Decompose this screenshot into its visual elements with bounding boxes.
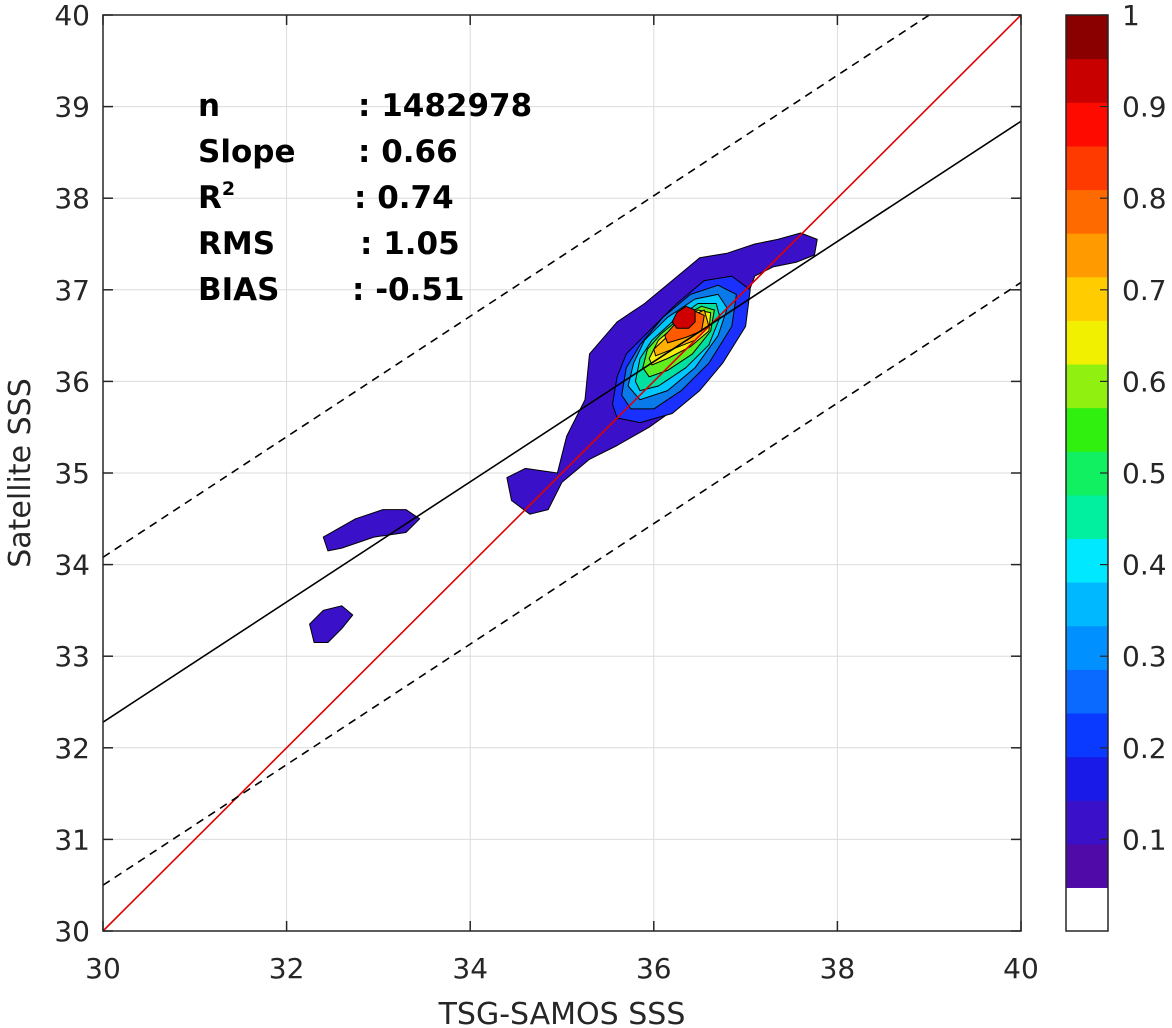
colorbar-band-0	[1066, 887, 1108, 932]
colorbar-tick-label: 0.8	[1122, 182, 1167, 215]
colorbar-band-1	[1066, 843, 1108, 888]
colorbar-band-3	[1066, 756, 1108, 801]
line-regression-fit	[102, 120, 1022, 723]
x-axis-label: TSG-SAMOS SSS	[438, 997, 686, 1028]
line-one-to-one	[102, 14, 1022, 932]
colorbar-band-9	[1066, 494, 1108, 540]
density-contours	[309, 232, 818, 643]
colorbar-band-14	[1066, 276, 1108, 321]
y-axis-label: Satellite SSS	[3, 378, 38, 568]
colorbar-band-18	[1066, 102, 1108, 147]
colorbar: 0.1 0.2 0.3 0.4 0.5 0.6 0.7 0.8 0.9 1	[1065, 0, 1167, 932]
stat-label: n	[198, 88, 220, 124]
colorbar-band-12	[1066, 363, 1108, 409]
y-tick-label: 39	[54, 91, 90, 124]
colorbar-band-16	[1066, 189, 1108, 234]
contour-region-1	[322, 509, 421, 552]
stat-label: Slope	[198, 134, 295, 170]
colorbar-tick-label: 0.1	[1122, 823, 1167, 856]
colorbar-band-4	[1066, 712, 1108, 758]
y-tick-label: 37	[54, 274, 90, 307]
colorbar-band-6	[1066, 625, 1108, 670]
stat-label: R2	[198, 178, 235, 216]
colorbar-tick-label: 0.5	[1122, 457, 1167, 490]
colorbar-tick-label: 0.7	[1122, 274, 1167, 307]
colorbar-band-15	[1066, 233, 1108, 278]
colorbar-band-13	[1066, 320, 1108, 365]
colorbar-band-20	[1066, 15, 1108, 60]
x-tick-label: 40	[1003, 952, 1039, 985]
y-tick-label: 32	[54, 732, 90, 765]
colorbar-band-5	[1066, 669, 1108, 714]
stat-value: : 0.74	[354, 180, 454, 216]
colorbar-tick-label: 1	[1122, 0, 1140, 32]
y-tick-label: 40	[54, 0, 90, 32]
colorbar-tick-label: 0.9	[1122, 91, 1167, 124]
axis-ticks: 30 32 34 36 38 40 30 31 32 33 34 35 36 37 38 39 40	[54, 0, 1038, 985]
stat-value: : 0.66	[358, 134, 458, 170]
colorbar-band-2	[1066, 800, 1108, 845]
stat-value: : 1482978	[358, 88, 532, 124]
colorbar-band-8	[1066, 538, 1108, 583]
colorbar-band-7	[1066, 582, 1108, 627]
stats-box: n : 1482978 Slope : 0.66 R2 : 0.74 RMS : 1.05 BI…	[198, 88, 532, 308]
y-tick-label: 36	[54, 365, 90, 398]
x-tick-label: 30	[85, 952, 121, 985]
x-tick-label: 32	[269, 952, 305, 985]
colorbar-band-11	[1066, 407, 1108, 452]
y-tick-label: 38	[54, 182, 90, 215]
line-upper-bound	[102, 14, 930, 558]
colorbar-tick-label: 0.6	[1122, 365, 1167, 398]
colorbar-band-19	[1066, 58, 1108, 103]
line-lower-bound	[102, 281, 1022, 886]
stat-value: : 1.05	[360, 226, 460, 262]
stat-superscript: 2	[222, 178, 235, 200]
x-tick-label: 38	[820, 952, 856, 985]
contour-region-2	[309, 605, 354, 643]
stat-label: BIAS	[198, 272, 279, 308]
y-tick-label: 31	[54, 823, 90, 856]
colorbar-tick-label: 0.4	[1122, 549, 1167, 582]
y-tick-label: 30	[54, 915, 90, 948]
contour-region-11	[671, 305, 696, 329]
stat-value: : -0.51	[352, 272, 465, 308]
stat-label: RMS	[198, 226, 275, 262]
y-tick-label: 35	[54, 457, 90, 490]
colorbar-tick-label: 0.2	[1122, 732, 1167, 765]
y-tick-label: 34	[54, 549, 90, 582]
colorbar-tick-label: 0.3	[1122, 640, 1167, 673]
x-tick-label: 36	[636, 952, 672, 985]
reference-lines	[102, 14, 1022, 932]
x-tick-label: 34	[452, 952, 488, 985]
colorbar-band-17	[1066, 145, 1108, 191]
y-tick-label: 33	[54, 640, 90, 673]
